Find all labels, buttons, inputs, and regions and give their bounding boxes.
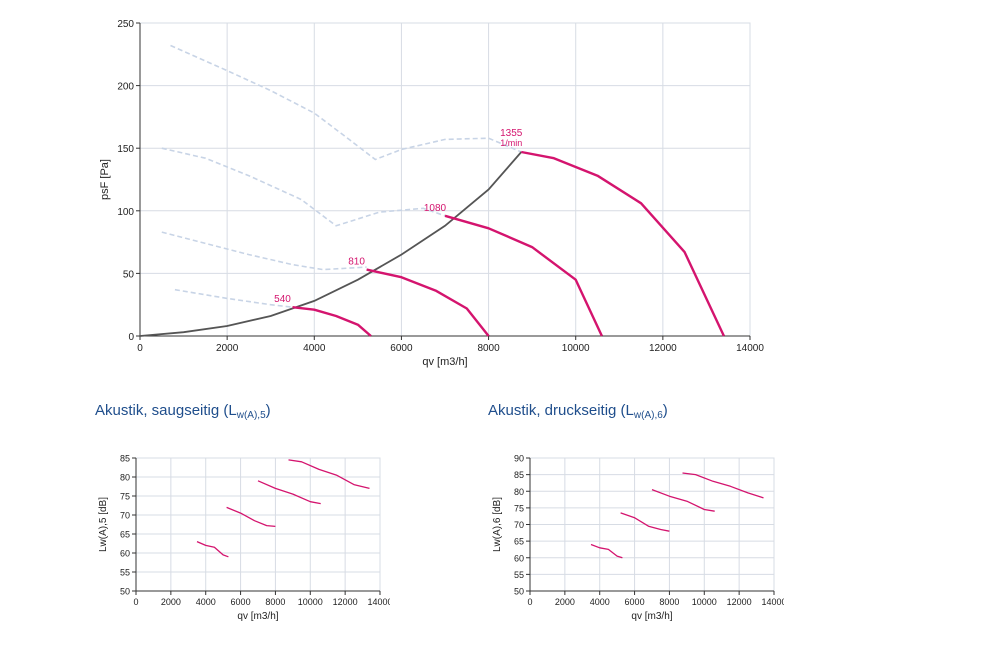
y-tick-label: 200 — [117, 82, 134, 93]
sound-level-line — [257, 480, 321, 505]
x-tick-label: 0 — [137, 343, 143, 354]
x-tick-label: 2000 — [161, 597, 181, 607]
x-tick-label: 6000 — [390, 343, 413, 354]
x-tick-label: 10000 — [692, 597, 717, 607]
x-tick-label: 10000 — [562, 343, 590, 354]
x-tick-label: 8000 — [659, 597, 679, 607]
acoustic-suction-chart: 0 2000 4000 6000 8000 10000 12000 14000 50 55 60 65… — [98, 454, 390, 623]
plot-frame — [135, 457, 381, 592]
speed-label: 540 — [274, 294, 291, 305]
x-tick-label: 14000 — [761, 597, 784, 607]
x-tick-label: 2000 — [555, 597, 575, 607]
x-tick-label: 6000 — [231, 597, 251, 607]
x-tick-label: 14000 — [367, 597, 390, 607]
sound-level-line — [590, 543, 623, 559]
sound-level-line — [682, 472, 764, 499]
x-tick-label: 2000 — [216, 343, 239, 354]
y-tick-label: 80 — [120, 473, 130, 483]
y-axis-label: Lw(A),5 [dB] — [98, 497, 109, 552]
x-tick-label: 8000 — [265, 597, 285, 607]
acoustic-pressure-title: Akustik, druckseitig (Lw(A),6) — [488, 402, 668, 421]
x-axis-label: qv [m3/h] — [422, 356, 467, 368]
fan-curve-540 — [292, 306, 372, 337]
y-tick-label: 250 — [117, 19, 134, 30]
acoustic-suction-title: Akustik, saugseitig (Lw(A),5) — [95, 402, 271, 421]
speed-label: 1080 — [424, 203, 447, 214]
dashed-curve — [161, 147, 446, 227]
sound-level-line — [620, 512, 670, 532]
plot-frame — [139, 22, 751, 337]
y-tick-label: 60 — [120, 549, 130, 559]
sound-level-line — [288, 459, 370, 490]
speed-label: 810 — [348, 257, 365, 268]
x-tick-label: 8000 — [477, 343, 500, 354]
x-axis-label: qv [m3/h] — [237, 611, 278, 622]
y-tick-label: 75 — [120, 492, 130, 502]
fan-curve-810 — [366, 268, 490, 337]
y-tick-label: 50 — [123, 269, 135, 280]
sound-level-line — [196, 541, 229, 558]
y-tick-label: 80 — [514, 487, 524, 497]
system-curve — [139, 151, 522, 337]
x-tick-label: 0 — [133, 597, 138, 607]
pressure-chart: 0 2000 4000 6000 8000 10000 12000 14000 0 50 100 15… — [99, 19, 764, 368]
x-tick-label: 12000 — [333, 597, 358, 607]
fan-curve-1080 — [444, 214, 603, 337]
y-tick-label: 55 — [514, 570, 524, 580]
y-tick-label: 75 — [514, 503, 524, 513]
dashed-curve — [161, 231, 367, 271]
x-tick-label: 4000 — [196, 597, 216, 607]
y-tick-label: 65 — [120, 530, 130, 540]
y-tick-label: 70 — [120, 511, 130, 521]
y-tick-label: 55 — [120, 568, 130, 578]
y-tick-label: 150 — [117, 144, 134, 155]
acoustic-pressure-chart: 0 2000 4000 6000 8000 10000 12000 14000 50 55 60 65… — [492, 454, 784, 623]
fan-curve-1355 — [521, 150, 725, 337]
y-tick-label: 90 — [514, 454, 524, 464]
x-axis-label: qv [m3/h] — [631, 611, 672, 622]
sound-level-line — [226, 506, 276, 528]
y-tick-label: 70 — [514, 520, 524, 530]
y-axis-label: Lw(A),6 [dB] — [492, 497, 503, 552]
speed-label: 1355 — [500, 128, 523, 139]
y-tick-label: 100 — [117, 207, 134, 218]
y-tick-label: 60 — [514, 553, 524, 563]
x-tick-label: 0 — [527, 597, 532, 607]
dashed-curve — [174, 288, 293, 308]
y-tick-label: 50 — [120, 587, 130, 597]
speed-unit-label: 1/min — [500, 138, 522, 148]
y-tick-label: 0 — [128, 332, 134, 343]
x-tick-label: 4000 — [303, 343, 326, 354]
x-tick-label: 4000 — [590, 597, 610, 607]
y-tick-label: 85 — [120, 454, 130, 464]
sound-level-line — [651, 488, 715, 512]
y-axis-label: psF [Pa] — [99, 159, 111, 200]
x-tick-label: 10000 — [298, 597, 323, 607]
x-tick-label: 6000 — [625, 597, 645, 607]
y-tick-label: 65 — [514, 537, 524, 547]
y-tick-label: 50 — [514, 587, 524, 597]
x-tick-label: 12000 — [727, 597, 752, 607]
x-tick-label: 14000 — [736, 343, 764, 354]
dashed-curve — [170, 44, 522, 161]
y-tick-label: 85 — [514, 470, 524, 480]
x-tick-label: 12000 — [649, 343, 677, 354]
